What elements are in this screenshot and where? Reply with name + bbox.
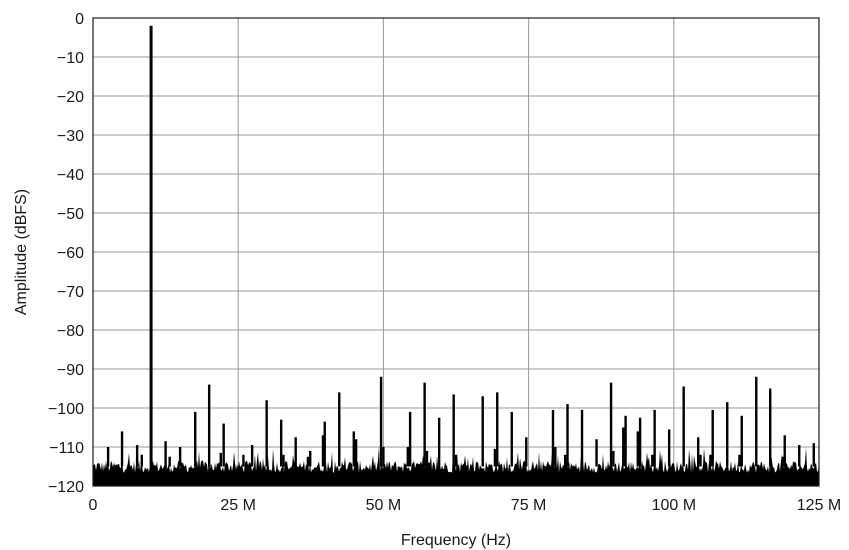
x-axis-title: Frequency (Hz) xyxy=(401,532,511,549)
spur-lines-group xyxy=(106,25,815,467)
y-tick-label: 0 xyxy=(75,11,84,28)
x-tick-label: 100 M xyxy=(652,497,696,514)
y-tick-label: −60 xyxy=(57,245,84,262)
y-tick-label: −120 xyxy=(48,479,84,496)
y-tick-label: −30 xyxy=(57,128,84,145)
grid-lines xyxy=(92,17,820,487)
y-tick-labels: 0 −10 −20 −30 −40 −50 −60 −70 −80 −90 −100 −110 −120 xyxy=(48,11,84,496)
x-tick-label: 0 xyxy=(89,497,98,514)
y-tick-label: −20 xyxy=(57,89,84,106)
x-tick-label: 125 M xyxy=(797,497,841,514)
x-tick-label: 50 M xyxy=(366,497,402,514)
plot-frame xyxy=(92,17,820,487)
x-tick-label: 75 M xyxy=(511,497,547,514)
noise-floor xyxy=(93,446,819,486)
x-tick-labels: 0 25 M 50 M 75 M 100 M 125 M xyxy=(89,497,842,514)
y-tick-label: −80 xyxy=(57,323,84,340)
y-tick-label: −90 xyxy=(57,362,84,379)
y-tick-label: −40 xyxy=(57,167,84,184)
x-tick-label: 25 M xyxy=(220,497,256,514)
y-tick-label: −10 xyxy=(57,50,84,67)
y-tick-label: −70 xyxy=(57,284,84,301)
noise-floor-group xyxy=(93,446,819,486)
y-tick-label: −50 xyxy=(57,206,84,223)
y-axis-title: Amplitude (dBFS) xyxy=(13,189,30,315)
y-tick-label: −110 xyxy=(49,440,84,457)
y-tick-label: −100 xyxy=(48,401,84,418)
